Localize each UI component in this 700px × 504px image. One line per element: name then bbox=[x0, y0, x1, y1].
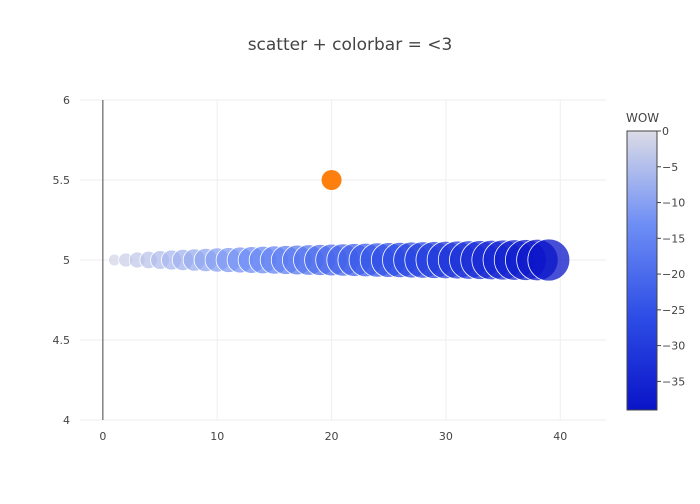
x-tick-label: 40 bbox=[553, 430, 567, 443]
chart-title: scatter + colorbar = <3 bbox=[248, 35, 453, 55]
y-tick-label: 4 bbox=[63, 414, 70, 427]
colorbar-title: WOW bbox=[626, 111, 659, 125]
x-tick-label: 10 bbox=[210, 430, 224, 443]
colorbar-tick-label: −30 bbox=[662, 340, 685, 353]
colorbar-tick-label: −25 bbox=[662, 304, 685, 317]
bubble-series bbox=[108, 238, 571, 282]
colorbar-gradient bbox=[626, 130, 658, 411]
x-tick-label: 30 bbox=[439, 430, 453, 443]
bubble-point bbox=[527, 238, 571, 282]
highlight-point-series bbox=[321, 170, 342, 190]
colorbar-tick-label: −5 bbox=[662, 161, 678, 174]
colorbar: WOW 0 −5 −10 −15 −20 −25 −30 −35 bbox=[626, 111, 685, 411]
colorbar-tick-label: −10 bbox=[662, 197, 685, 210]
y-tick-label: 6 bbox=[63, 94, 70, 107]
colorbar-tick-label: −15 bbox=[662, 232, 685, 245]
y-tick-label: 5 bbox=[63, 254, 70, 267]
axes: 0 10 20 30 40 4 4.5 5 5.5 6 bbox=[53, 94, 568, 443]
y-tick-label: 5.5 bbox=[53, 174, 71, 187]
highlight-point bbox=[321, 170, 342, 190]
y-tick-label: 4.5 bbox=[53, 334, 71, 347]
x-tick-label: 20 bbox=[325, 430, 339, 443]
colorbar-tick-label: −35 bbox=[662, 375, 685, 388]
colorbar-tick-label: −20 bbox=[662, 268, 685, 281]
colorbar-tick-label: 0 bbox=[662, 125, 669, 138]
x-tick-label: 0 bbox=[99, 430, 106, 443]
